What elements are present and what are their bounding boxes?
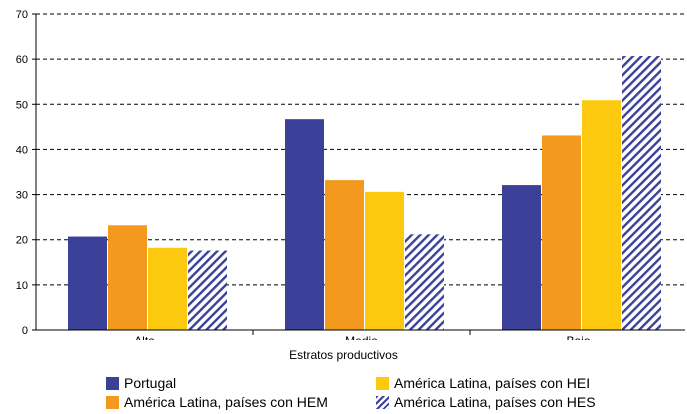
bar-medio-series-4 (405, 234, 444, 330)
legend-item: América Latina, países con HEM (106, 394, 328, 410)
legend-item: América Latina, países con HES (376, 394, 596, 410)
bar-medio-series-2 (325, 180, 364, 330)
legend-swatch (106, 376, 119, 390)
legend-label: Portugal (124, 375, 177, 391)
bar-bajo-series-3 (582, 100, 621, 330)
bar-bajo-series-2 (542, 135, 581, 330)
y-tick-label: 70 (16, 9, 28, 21)
legend-label: América Latina, países con HES (394, 394, 596, 410)
bar-alto-series-1 (68, 236, 107, 330)
x-tick-label: Bajo (566, 334, 590, 340)
bar-bajo-series-1 (502, 185, 541, 330)
bar-bajo-series-4 (622, 55, 661, 331)
legend-swatch (106, 395, 119, 409)
x-axis-title: Estratos productivos (289, 348, 398, 362)
bar-medio-series-1 (285, 119, 324, 330)
legend-label: América Latina, países con HEM (124, 394, 328, 410)
y-tick-label: 60 (16, 54, 28, 66)
x-tick-label: Medio (345, 334, 378, 340)
legend-swatch (376, 395, 389, 409)
y-tick-label: 30 (16, 190, 28, 202)
bar-alto-series-4 (188, 250, 227, 330)
bar-chart: 0 10 20 30 40 50 60 70 Alto Medio Bajo (16, 9, 685, 340)
y-tick-label: 0 (22, 325, 28, 337)
legend-item: América Latina, países con HEI (376, 375, 590, 391)
bar-medio-series-3 (365, 191, 404, 330)
x-tick-label: Alto (134, 334, 155, 340)
y-tick-label: 40 (16, 144, 28, 156)
legend-label: América Latina, países con HEI (394, 375, 591, 391)
y-tick-label: 50 (16, 99, 28, 111)
y-tick-label: 20 (16, 235, 28, 247)
legend-item: Portugal (106, 375, 176, 391)
bar-alto-series-2 (108, 225, 147, 330)
bar-alto-series-3 (148, 247, 187, 330)
legend-swatch (376, 376, 389, 390)
y-tick-label: 10 (16, 280, 28, 292)
